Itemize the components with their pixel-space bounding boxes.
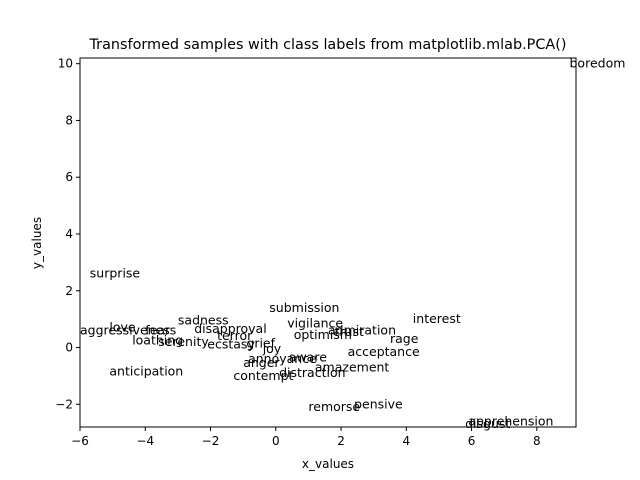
y-tick-label: 8 (65, 113, 73, 127)
chart-title: Transformed samples with class labels fr… (89, 37, 567, 53)
x-tick-label: 4 (402, 434, 410, 448)
point-label-surprise: surprise (90, 266, 141, 281)
x-tick-label: −2 (202, 434, 220, 448)
y-tick-label: 2 (65, 284, 73, 298)
point-label-interest: interest (413, 311, 461, 326)
x-tick-label: 0 (272, 434, 280, 448)
y-tick-label: 6 (65, 170, 73, 184)
x-tick-label: 2 (337, 434, 345, 448)
point-label-submission: submission (269, 300, 339, 315)
point-label-remorse: remorse (308, 399, 360, 414)
x-axis-label: x_values (302, 457, 354, 471)
x-tick-label: −4 (136, 434, 154, 448)
y-tick-label: 10 (58, 57, 73, 71)
y-tick-label: 0 (65, 341, 73, 355)
point-label-contempt: contempt (233, 368, 293, 383)
point-label-acceptance: acceptance (348, 344, 420, 359)
y-tick-label: 4 (65, 227, 73, 241)
point-label-serenity: serenity (158, 334, 209, 349)
y-tick-label: −2 (55, 397, 73, 411)
x-tick-label: 8 (533, 434, 541, 448)
x-tick-label: 6 (468, 434, 476, 448)
y-axis-label: y_values (30, 217, 44, 269)
x-tick-label: −6 (71, 434, 89, 448)
point-label-pensive: pensive (354, 396, 403, 411)
point-label-boredom: boredom (570, 56, 626, 71)
point-label-optimism: optimism (294, 327, 352, 342)
point-label-anticipation: anticipation (109, 364, 183, 379)
